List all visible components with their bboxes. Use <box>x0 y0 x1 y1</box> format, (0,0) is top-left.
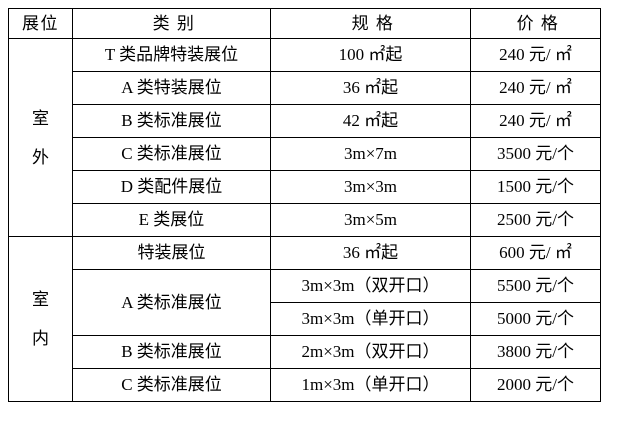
cell-price: 2000 元/个 <box>470 368 601 402</box>
cell-price: 600 元/ ㎡ <box>470 236 601 270</box>
column-header-spec: 规 格 <box>270 8 471 39</box>
cell-spec: 3m×7m <box>270 137 471 171</box>
cell-spec: 3m×5m <box>270 203 471 237</box>
cell-price: 1500 元/个 <box>470 170 601 204</box>
cell-price: 3800 元/个 <box>470 335 601 369</box>
venue-cell-indoor: 室 内 <box>8 236 73 402</box>
cell-category: E 类展位 <box>72 203 271 237</box>
cell-spec: 36 ㎡起 <box>270 236 471 270</box>
cell-spec: 36 ㎡起 <box>270 71 471 105</box>
table-row: B 类标准展位 42 ㎡起 240 元/ ㎡ <box>9 104 601 138</box>
table-row: C 类标准展位 1m×3m（单开口） 2000 元/个 <box>9 368 601 402</box>
cell-category: A 类特装展位 <box>72 71 271 105</box>
cell-price: 5500 元/个 <box>470 269 601 303</box>
table-row: E 类展位 3m×5m 2500 元/个 <box>9 203 601 237</box>
table-row: C 类标准展位 3m×7m 3500 元/个 <box>9 137 601 171</box>
venue-label-char-1: 室 <box>32 290 49 309</box>
cell-category: T 类品牌特装展位 <box>72 38 271 72</box>
venue-label-char-1: 室 <box>32 108 49 128</box>
column-header-venue: 展位 <box>8 8 73 39</box>
cell-category: B 类标准展位 <box>72 335 271 369</box>
cell-spec: 3m×3m <box>270 170 471 204</box>
table-row: 室 外 T 类品牌特装展位 100 ㎡起 240 元/ ㎡ <box>8 38 601 237</box>
booth-pricing-table: 展位 类 别 规 格 价 格 室 外 T 类品牌特装展位 100 ㎡起 240 … <box>8 8 601 402</box>
table-row: 室 内 特装展位 36 ㎡起 600 元/ ㎡ <box>8 236 601 402</box>
cell-price: 240 元/ ㎡ <box>470 71 601 105</box>
cell-category: 特装展位 <box>72 236 271 270</box>
table-row: 3m×3m（单开口） 5000 元/个 <box>9 302 601 336</box>
venue-cell-outdoor: 室 外 <box>8 38 73 237</box>
cell-spec: 3m×3m（双开口） <box>270 269 471 303</box>
cell-category: D 类配件展位 <box>72 170 271 204</box>
cell-price: 5000 元/个 <box>470 302 601 336</box>
table-row: A 类特装展位 36 ㎡起 240 元/ ㎡ <box>9 71 601 105</box>
cell-spec: 2m×3m（双开口） <box>270 335 471 369</box>
cell-price: 3500 元/个 <box>470 137 601 171</box>
cell-spec: 1m×3m（单开口） <box>270 368 471 402</box>
venue-label-char-2: 内 <box>32 329 49 348</box>
table-row: D 类配件展位 3m×3m 1500 元/个 <box>9 170 601 204</box>
column-header-category: 类 别 <box>72 8 271 39</box>
cell-spec: 100 ㎡起 <box>270 38 471 72</box>
column-header-price: 价 格 <box>470 8 601 39</box>
cell-category: C 类标准展位 <box>72 137 271 171</box>
table-row: A 类标准展位 3m×3m（双开口） 5500 元/个 <box>9 269 601 336</box>
cell-spec: 3m×3m（单开口） <box>270 302 471 336</box>
venue-label-char-2: 外 <box>32 147 49 167</box>
table-row: B 类标准展位 2m×3m（双开口） 3800 元/个 <box>9 335 601 369</box>
cell-category: A 类标准展位 <box>72 269 271 336</box>
cell-price: 240 元/ ㎡ <box>470 38 601 72</box>
table-header-row: 展位 类 别 规 格 价 格 <box>8 8 601 39</box>
cell-price: 240 元/ ㎡ <box>470 104 601 138</box>
cell-price: 2500 元/个 <box>470 203 601 237</box>
cell-spec: 42 ㎡起 <box>270 104 471 138</box>
cell-category: B 类标准展位 <box>72 104 271 138</box>
cell-category: C 类标准展位 <box>72 368 271 402</box>
